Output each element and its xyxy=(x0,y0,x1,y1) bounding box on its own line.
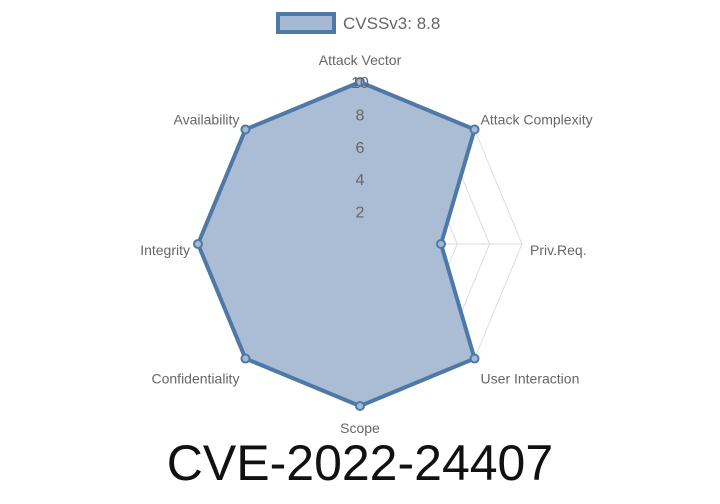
data-point-6 xyxy=(193,239,203,249)
series-area xyxy=(196,80,477,408)
data-point-1 xyxy=(469,124,480,135)
tick-label: 2 xyxy=(356,205,365,222)
data-point-5 xyxy=(240,353,251,364)
tick-label: 10 xyxy=(351,75,369,92)
data-point-0 xyxy=(355,77,365,87)
data-point-7 xyxy=(240,124,251,135)
axis-label: Confidentiality xyxy=(152,371,240,387)
axis-label: User Interaction xyxy=(481,371,580,387)
legend[interactable]: CVSSv3: 8.8 xyxy=(276,12,440,34)
axis-label: Availability xyxy=(174,111,240,127)
axis-label: Priv.Req. xyxy=(530,242,587,258)
data-point-4 xyxy=(355,401,365,411)
chart-title: CVE-2022-24407 xyxy=(166,435,554,491)
tick-label: 4 xyxy=(356,172,365,189)
radar-series xyxy=(193,77,480,411)
data-point-3 xyxy=(469,353,480,364)
legend-swatch xyxy=(276,12,336,34)
axis-label: Attack Vector xyxy=(319,52,402,68)
axis-label: Integrity xyxy=(140,242,190,258)
radial-tick-labels: 2 4 6 8 10 xyxy=(351,75,369,222)
axis-labels: Attack Vector Attack Complexity Priv.Req. U… xyxy=(140,52,592,436)
tick-label: 6 xyxy=(356,140,365,157)
axis-label: Scope xyxy=(340,420,380,436)
legend-label: CVSSv3: 8.8 xyxy=(343,14,440,33)
data-point-2 xyxy=(436,239,446,249)
axis-label: Attack Complexity xyxy=(481,111,593,127)
tick-label: 8 xyxy=(356,107,365,124)
